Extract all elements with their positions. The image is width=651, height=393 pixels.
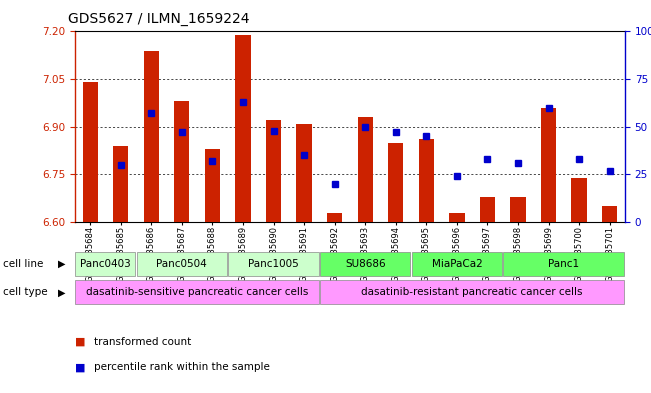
Text: ▶: ▶	[57, 259, 65, 269]
Bar	[510, 196, 525, 222]
Text: dasatinib-resistant pancreatic cancer cells: dasatinib-resistant pancreatic cancer ce…	[361, 287, 583, 298]
Bar	[449, 213, 465, 222]
Bar	[419, 140, 434, 222]
Bar	[541, 108, 556, 222]
Bar	[572, 178, 587, 222]
Bar	[357, 117, 373, 222]
Bar	[83, 82, 98, 222]
Bar	[174, 101, 189, 222]
Bar	[113, 146, 128, 222]
FancyBboxPatch shape	[320, 280, 624, 305]
Text: Panc0403: Panc0403	[80, 259, 131, 269]
FancyBboxPatch shape	[411, 252, 502, 276]
FancyBboxPatch shape	[503, 252, 624, 276]
Bar	[205, 149, 220, 222]
Text: Panc1005: Panc1005	[248, 259, 299, 269]
Bar	[296, 123, 312, 222]
Text: SU8686: SU8686	[345, 259, 385, 269]
Text: ▶: ▶	[57, 287, 65, 298]
Text: MiaPaCa2: MiaPaCa2	[432, 259, 482, 269]
Bar	[480, 196, 495, 222]
FancyBboxPatch shape	[229, 252, 319, 276]
Text: transformed count: transformed count	[94, 337, 191, 347]
Bar	[235, 35, 251, 222]
Text: cell line: cell line	[3, 259, 44, 269]
FancyBboxPatch shape	[137, 252, 227, 276]
Text: cell type: cell type	[3, 287, 48, 298]
Bar	[602, 206, 617, 222]
Bar	[388, 143, 404, 222]
Text: percentile rank within the sample: percentile rank within the sample	[94, 362, 270, 373]
Text: ■: ■	[75, 362, 85, 373]
Text: GDS5627 / ILMN_1659224: GDS5627 / ILMN_1659224	[68, 12, 250, 26]
Text: dasatinib-sensitive pancreatic cancer cells: dasatinib-sensitive pancreatic cancer ce…	[86, 287, 309, 298]
FancyBboxPatch shape	[76, 280, 319, 305]
Text: Panc1: Panc1	[548, 259, 579, 269]
Bar	[327, 213, 342, 222]
Bar	[266, 120, 281, 222]
Text: Panc0504: Panc0504	[156, 259, 207, 269]
Text: ■: ■	[75, 337, 85, 347]
Bar	[144, 50, 159, 222]
FancyBboxPatch shape	[76, 252, 135, 276]
FancyBboxPatch shape	[320, 252, 410, 276]
